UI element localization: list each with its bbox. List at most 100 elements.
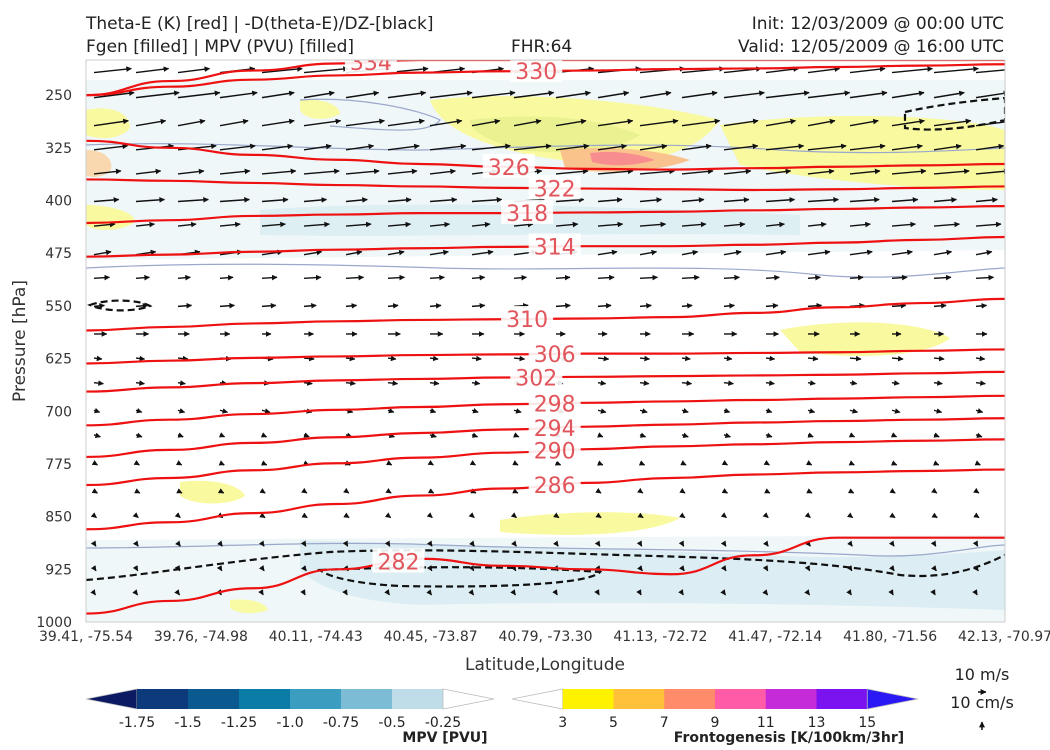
colorbar-tick-label: 7 [660,715,669,731]
colorbar-cell [664,689,716,709]
wind-vector [512,460,519,466]
wind-vector [681,168,714,175]
wind-vector [931,512,938,519]
wind-vector [639,221,667,228]
colorbar-tick-label: -0.75 [323,715,359,731]
y-axis-ticks: 250 325 400 475 550 625 700 775 850 925 1000 [36,88,72,631]
wind-vector [723,118,759,127]
contour-label-298: 298 [534,392,576,417]
wind-vector [723,90,765,99]
wind-vector [931,487,938,494]
wind-vector [261,143,294,151]
wind-vector [387,380,399,386]
wind-vector [93,197,120,203]
wind-vector [218,460,225,466]
wind-vector [345,274,365,281]
wind-vector [177,274,191,281]
wind-vector [681,303,693,309]
wind-vector [723,432,731,439]
wind-vector [219,408,229,414]
wind-vector [177,197,209,203]
wind-vector [135,303,149,309]
mpv-outline [299,98,441,131]
wind-vector [135,118,167,127]
wind-vector [219,118,249,127]
wind-vector [471,355,482,362]
wind-vector [303,168,340,175]
colorbar-cell [765,689,817,709]
wind-vector [469,460,476,466]
wind-vector [471,143,511,151]
wind-vector [765,66,800,74]
theta-e-contour-326 [86,139,1005,171]
colorbar-tick-label: 9 [711,715,720,731]
colorbar-tick-label: -1.5 [174,715,201,731]
wind-vector [217,540,223,547]
wind-vector [597,143,628,151]
wind-vector [93,90,135,99]
wind-vector [891,221,916,228]
contour-label-bg [501,306,554,331]
wind-vector [807,380,816,386]
wind-vector [888,589,894,596]
wind-vector [933,90,965,99]
wind-vector [216,589,222,596]
wind-vector [597,197,623,203]
filled-region [86,150,112,177]
wind-vector [597,274,615,281]
wind-vector [848,460,855,466]
wind-vector [219,197,250,203]
wind-vector [219,143,256,151]
wind-vector [343,512,350,519]
y-tick-label: 850 [45,510,72,526]
wind-vector [891,249,913,256]
wind-vector [847,488,855,494]
wind-vector [807,197,839,203]
wind-vector [933,274,952,281]
wind-vector [471,90,516,99]
wind-vector [762,512,769,519]
wind-vector [973,487,980,494]
wind-vector [639,90,672,99]
wind-vector [135,197,165,203]
wind-vector [261,408,271,414]
wind-vector [135,66,170,74]
wind-vector [90,565,97,572]
wind-vector [260,460,268,466]
colorbar-tick-label: 5 [609,715,618,731]
wind-vector [723,197,750,203]
wind-vector [429,197,458,203]
contour-label-314: 314 [534,235,576,260]
wind-vector [849,274,864,281]
wind-vector [933,355,945,362]
wind-vector [303,143,332,151]
wind-vector [91,460,98,466]
wind-vector [804,565,811,572]
wind-vector [345,90,380,99]
wind-vector [891,197,919,203]
wind-vector [387,197,412,203]
wind-vector [975,69,1005,74]
wind-vector [91,488,98,494]
wind-vector [889,512,896,519]
wind-vector [637,565,643,572]
wind-vector [807,408,816,414]
wind-vector [471,380,481,386]
wind-vector [933,66,979,74]
mpv-colorbar: -1.75 -1.5 -1.25 -1.0 -0.75 -0.5 -0.25 [85,688,495,731]
wind-vector [678,565,685,572]
wind-vector [301,487,308,494]
wind-vector [639,432,647,438]
wind-vector [387,274,406,281]
wind-vector [345,221,372,228]
filled-region [500,512,680,535]
wind-vector [135,168,162,175]
wind-vector [469,540,475,547]
wind-vector [303,118,342,127]
contour-label-318: 318 [506,202,548,227]
wind-vector [345,380,356,386]
wind-vector [681,432,689,438]
wind-vector [933,460,940,466]
colorbar-tick-label: -1.75 [119,715,155,731]
chart-title-line1: Theta-E (K) [red] | -D(theta-E)/DZ-[blac… [86,14,434,34]
